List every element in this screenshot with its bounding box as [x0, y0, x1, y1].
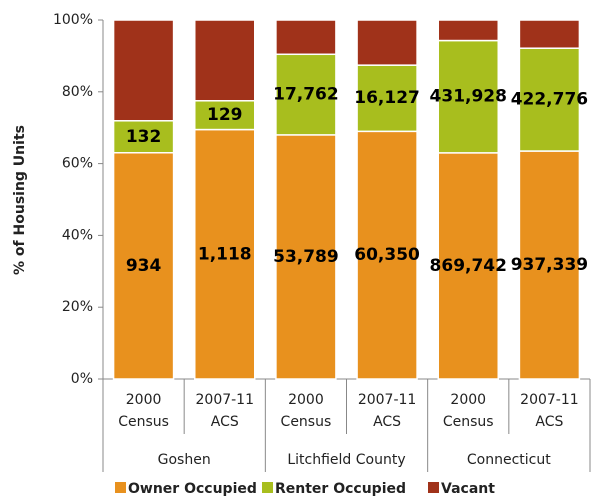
data-label: 16,127: [354, 88, 420, 108]
data-label: 132: [126, 127, 162, 147]
group-label: Litchfield County: [287, 452, 405, 468]
y-tick-label: 80%: [62, 84, 93, 100]
legend-swatch: [428, 482, 439, 493]
bar-segment: [437, 152, 499, 380]
legend-label: Renter Occupied: [275, 481, 406, 497]
y-tick-label: 0%: [71, 371, 93, 387]
group-label: Connecticut: [467, 452, 551, 468]
data-label: 934: [126, 256, 162, 276]
legend-label: Owner Occupied: [128, 481, 257, 497]
data-label: 60,350: [354, 245, 420, 265]
x-tick-label: ACS: [211, 414, 239, 430]
bar-segment: [437, 19, 499, 42]
data-label: 17,762: [273, 85, 339, 105]
x-tick-label: 2007-11: [520, 392, 579, 408]
y-tick-label: 100%: [53, 12, 93, 28]
bar-segment: [356, 64, 418, 133]
y-axis-title: % of Housing Units: [12, 125, 28, 275]
y-tick-label: 40%: [62, 227, 93, 243]
x-tick-label: 2000: [126, 392, 162, 408]
x-tick-label: ACS: [373, 414, 401, 430]
data-label: 431,928: [430, 87, 507, 107]
x-tick-label: 2000: [450, 392, 486, 408]
data-label: 422,776: [511, 90, 588, 110]
bar-segment: [437, 39, 499, 154]
bar-segment: [194, 19, 256, 102]
x-tick-label: 2007-11: [196, 392, 255, 408]
bar-segment: [194, 128, 256, 380]
x-tick-label: 2007-11: [358, 392, 417, 408]
bar-segment: [275, 134, 337, 380]
x-tick-label: Census: [118, 414, 169, 430]
bar-segment: [112, 19, 175, 122]
group-label: Goshen: [158, 452, 211, 468]
x-tick-label: 2000: [288, 392, 324, 408]
y-tick-label: 60%: [62, 156, 93, 172]
y-tick-label: 20%: [62, 299, 93, 315]
bar-segment: [112, 151, 175, 380]
bar-segment: [518, 150, 581, 380]
bar-segment: [112, 120, 175, 154]
legend-swatch: [262, 482, 273, 493]
data-label: 869,742: [430, 256, 507, 276]
data-label: 1,118: [198, 244, 252, 264]
x-tick-label: Census: [281, 414, 332, 430]
x-tick-label: ACS: [535, 414, 563, 430]
bar-segment: [356, 19, 418, 66]
legend-swatch: [115, 482, 126, 493]
bar-segment: [518, 47, 581, 152]
legend-label: Vacant: [441, 481, 495, 497]
bar-segment: [518, 19, 581, 49]
data-label: 937,339: [511, 255, 588, 275]
bar-segment: [275, 19, 337, 56]
x-tick-label: Census: [443, 414, 494, 430]
data-label: 129: [207, 105, 243, 125]
data-label: 53,789: [273, 247, 339, 267]
